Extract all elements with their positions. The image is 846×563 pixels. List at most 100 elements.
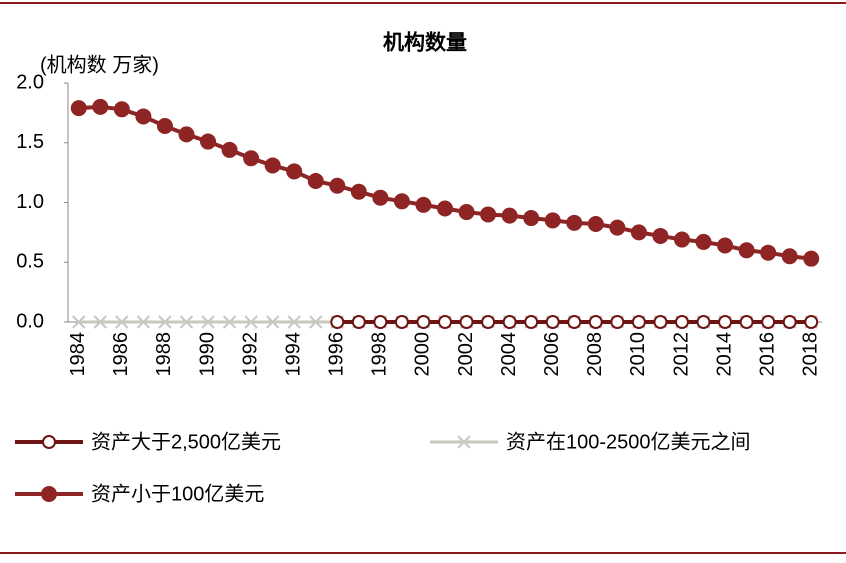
- filled-circle-marker: [717, 237, 734, 254]
- x-marker: [158, 315, 172, 329]
- chart-title: 机构数量: [383, 31, 467, 55]
- x-tick-label: 2004: [498, 332, 520, 377]
- x-tick-label: 1986: [110, 332, 132, 377]
- y-tick-label: 1.5: [16, 131, 44, 153]
- x-tick-label: 1984: [67, 332, 89, 377]
- x-marker: [244, 315, 258, 329]
- y-tick-label: 2.0: [16, 71, 44, 93]
- x-marker-stroke: [201, 315, 215, 329]
- open-circle-marker: [373, 315, 388, 329]
- x-marker: [115, 315, 129, 329]
- filled-circle-marker: [200, 133, 217, 150]
- x-marker-stroke: [115, 315, 129, 329]
- x-marker-stroke: [72, 315, 86, 329]
- x-tick-label: 2012: [670, 332, 692, 377]
- open-circle-marker: [782, 315, 797, 329]
- open-circle-marker: [351, 315, 366, 329]
- x-tick-label: 2002: [455, 332, 477, 377]
- open-circle-marker: [761, 315, 776, 329]
- filled-circle-marker: [329, 177, 346, 194]
- open-circle-marker: [394, 315, 409, 329]
- open-circle-marker: [631, 315, 646, 329]
- x-marker: [72, 315, 86, 329]
- open-circle-marker: [696, 315, 711, 329]
- filled-circle-marker: [673, 231, 690, 248]
- open-circle-marker: [438, 315, 452, 329]
- filled-circle-marker: [480, 206, 497, 223]
- filled-circle-marker: [652, 227, 669, 244]
- x-marker: [457, 435, 471, 449]
- filled-circle-marker: [437, 200, 453, 217]
- x-tick-label: 2008: [584, 332, 606, 377]
- x-marker: [265, 315, 280, 329]
- open-circle-marker: [739, 315, 754, 329]
- open-circle-marker: [653, 315, 668, 329]
- filled-circle-marker: [372, 189, 389, 206]
- y-axis-label: (机构数 万家): [40, 53, 159, 76]
- open-circle-marker: [42, 435, 56, 449]
- open-circle-marker: [330, 315, 345, 329]
- filled-circle-marker: [609, 219, 626, 236]
- filled-circle-marker: [458, 204, 475, 221]
- x-marker: [287, 315, 301, 329]
- x-marker: [309, 315, 323, 329]
- legend-label: 资产小于100亿美元: [91, 482, 264, 505]
- open-circle-marker: [524, 315, 539, 329]
- x-marker: [179, 315, 194, 329]
- x-marker-stroke: [309, 315, 323, 329]
- y-tick-label: 1.0: [16, 191, 44, 213]
- legend-label: 资产大于2,500亿美元: [91, 430, 281, 453]
- x-tick-label: 2018: [800, 332, 822, 377]
- filled-circle-marker: [393, 193, 410, 210]
- x-tick-label: 1988: [153, 332, 175, 377]
- x-tick-label: 1992: [239, 332, 261, 377]
- x-marker: [201, 315, 215, 329]
- x-marker-stroke: [93, 315, 108, 329]
- open-circle-marker: [718, 315, 733, 329]
- y-tick-label: 0.0: [16, 310, 44, 332]
- open-circle-marker: [459, 315, 474, 329]
- filled-circle-marker: [544, 212, 561, 229]
- x-tick-label: 1998: [369, 332, 391, 377]
- open-circle-marker: [481, 315, 496, 329]
- legend-item: 资产大于2,500亿美元: [15, 430, 281, 453]
- filled-circle-marker: [630, 224, 647, 241]
- x-marker-stroke: [158, 315, 172, 329]
- open-circle-marker: [610, 315, 625, 329]
- x-tick-label: 2000: [412, 332, 434, 377]
- open-circle-marker: [416, 315, 431, 329]
- x-tick-label: 1990: [196, 332, 218, 377]
- filled-circle-marker: [760, 244, 777, 261]
- x-tick-label: 1994: [282, 332, 304, 377]
- filled-circle-marker: [566, 214, 583, 231]
- x-tick-label: 2010: [627, 332, 649, 377]
- filled-circle-marker: [523, 210, 540, 227]
- y-tick-label: 0.5: [16, 251, 44, 273]
- filled-circle-marker: [243, 150, 260, 167]
- filled-circle-marker: [501, 207, 518, 224]
- x-marker-stroke: [244, 315, 258, 329]
- filled-circle-marker: [92, 98, 109, 115]
- filled-circle-marker: [264, 157, 281, 174]
- legend-item: 资产小于100亿美元: [15, 482, 264, 505]
- filled-circle-marker: [178, 126, 195, 143]
- legend-label: 资产在100-2500亿美元之间: [506, 430, 751, 453]
- open-circle-marker: [674, 315, 689, 329]
- x-tick-label: 2006: [541, 332, 563, 377]
- x-tick-label: 2016: [756, 332, 778, 377]
- legend-item: 资产在100-2500亿美元之间: [430, 430, 751, 453]
- open-circle-marker: [502, 315, 517, 329]
- x-marker-stroke: [136, 315, 151, 329]
- x-marker-stroke: [287, 315, 301, 329]
- filled-circle-marker: [135, 108, 152, 125]
- x-marker-stroke: [179, 315, 194, 329]
- x-tick-label: 1996: [326, 332, 348, 377]
- x-marker: [136, 315, 151, 329]
- filled-circle-marker: [307, 172, 324, 189]
- filled-circle-marker: [113, 101, 130, 118]
- filled-circle-marker: [738, 242, 755, 259]
- filled-circle-marker: [286, 163, 303, 180]
- x-marker-stroke: [265, 315, 280, 329]
- filled-circle-marker: [156, 118, 173, 135]
- open-circle-marker: [804, 315, 819, 329]
